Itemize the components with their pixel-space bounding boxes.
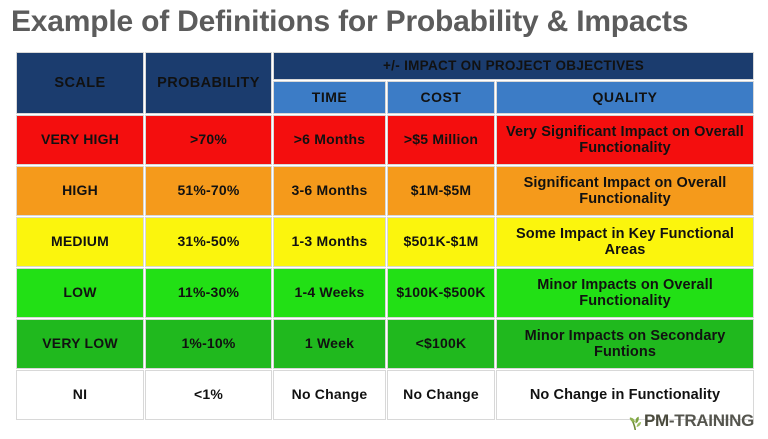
cell-scale: LOW [16,268,144,318]
header-row-top: SCALE PROBABILITY +/- IMPACT ON PROJECT … [16,52,755,114]
pm-training-logo: PM-TRAINING [629,410,754,432]
cell-probability: 11%-30% [145,268,272,318]
cell-time: 3-6 Months [273,166,386,216]
logo-text-training: -TRAINING [668,411,754,430]
cell-quality: Some Impact in Key Functional Areas [496,217,755,267]
column-header-cost: COST [387,81,495,114]
logo-wordmark: PM-TRAINING [644,411,754,431]
cell-cost: No Change [387,370,495,420]
table-row: VERY LOW 1%-10% 1 Week <$100K Minor Impa… [16,319,755,369]
table-body: VERY HIGH >70% >6 Months >$5 Million Ver… [16,115,755,420]
page-title: Example of Definitions for Probability &… [11,5,689,38]
header-row-sub: TIME COST QUALITY [16,81,755,114]
cell-probability: 51%-70% [145,166,272,216]
cell-scale: MEDIUM [16,217,144,267]
cell-probability: >70% [145,115,272,165]
cell-scale: VERY LOW [16,319,144,369]
cell-probability: <1% [145,370,272,420]
table-row: LOW 11%-30% 1-4 Weeks $100K-$500K Minor … [16,268,755,318]
table-row: HIGH 51%-70% 3-6 Months $1M-$5M Signific… [16,166,755,216]
cell-scale: NI [16,370,144,420]
cell-time: >6 Months [273,115,386,165]
table-row: VERY HIGH >70% >6 Months >$5 Million Ver… [16,115,755,165]
cell-cost: >$5 Million [387,115,495,165]
cell-cost: $1M-$5M [387,166,495,216]
cell-scale: VERY HIGH [16,115,144,165]
cell-cost: $100K-$500K [387,268,495,318]
table-row: MEDIUM 31%-50% 1-3 Months $501K-$1M Some… [16,217,755,267]
cell-time: 1-3 Months [273,217,386,267]
cell-quality: Minor Impacts on Secondary Funtions [496,319,755,369]
cell-time: 1-4 Weeks [273,268,386,318]
cell-time: 1 Week [273,319,386,369]
cell-cost: $501K-$1M [387,217,495,267]
column-header-scale: SCALE [16,52,144,114]
sprout-leaf-icon [629,414,642,431]
cell-probability: 1%-10% [145,319,272,369]
cell-probability: 31%-50% [145,217,272,267]
cell-cost: <$100K [387,319,495,369]
column-header-time: TIME [273,81,386,114]
probability-impact-matrix: SCALE PROBABILITY +/- IMPACT ON PROJECT … [15,51,756,421]
cell-quality: Minor Impacts on Overall Functionality [496,268,755,318]
column-header-quality: QUALITY [496,81,755,114]
logo-text-pm: PM [643,411,669,430]
table-row: NI <1% No Change No Change No Change in … [16,370,755,420]
cell-quality: No Change in Functionality [496,370,755,420]
cell-time: No Change [273,370,386,420]
cell-quality: Significant Impact on Overall Functional… [496,166,755,216]
cell-scale: HIGH [16,166,144,216]
column-header-probability: PROBABILITY [145,52,272,114]
cell-quality: Very Significant Impact on Overall Funct… [496,115,755,165]
column-header-impact-group: +/- IMPACT ON PROJECT OBJECTIVES [273,52,755,80]
table-header: SCALE PROBABILITY +/- IMPACT ON PROJECT … [16,52,755,114]
